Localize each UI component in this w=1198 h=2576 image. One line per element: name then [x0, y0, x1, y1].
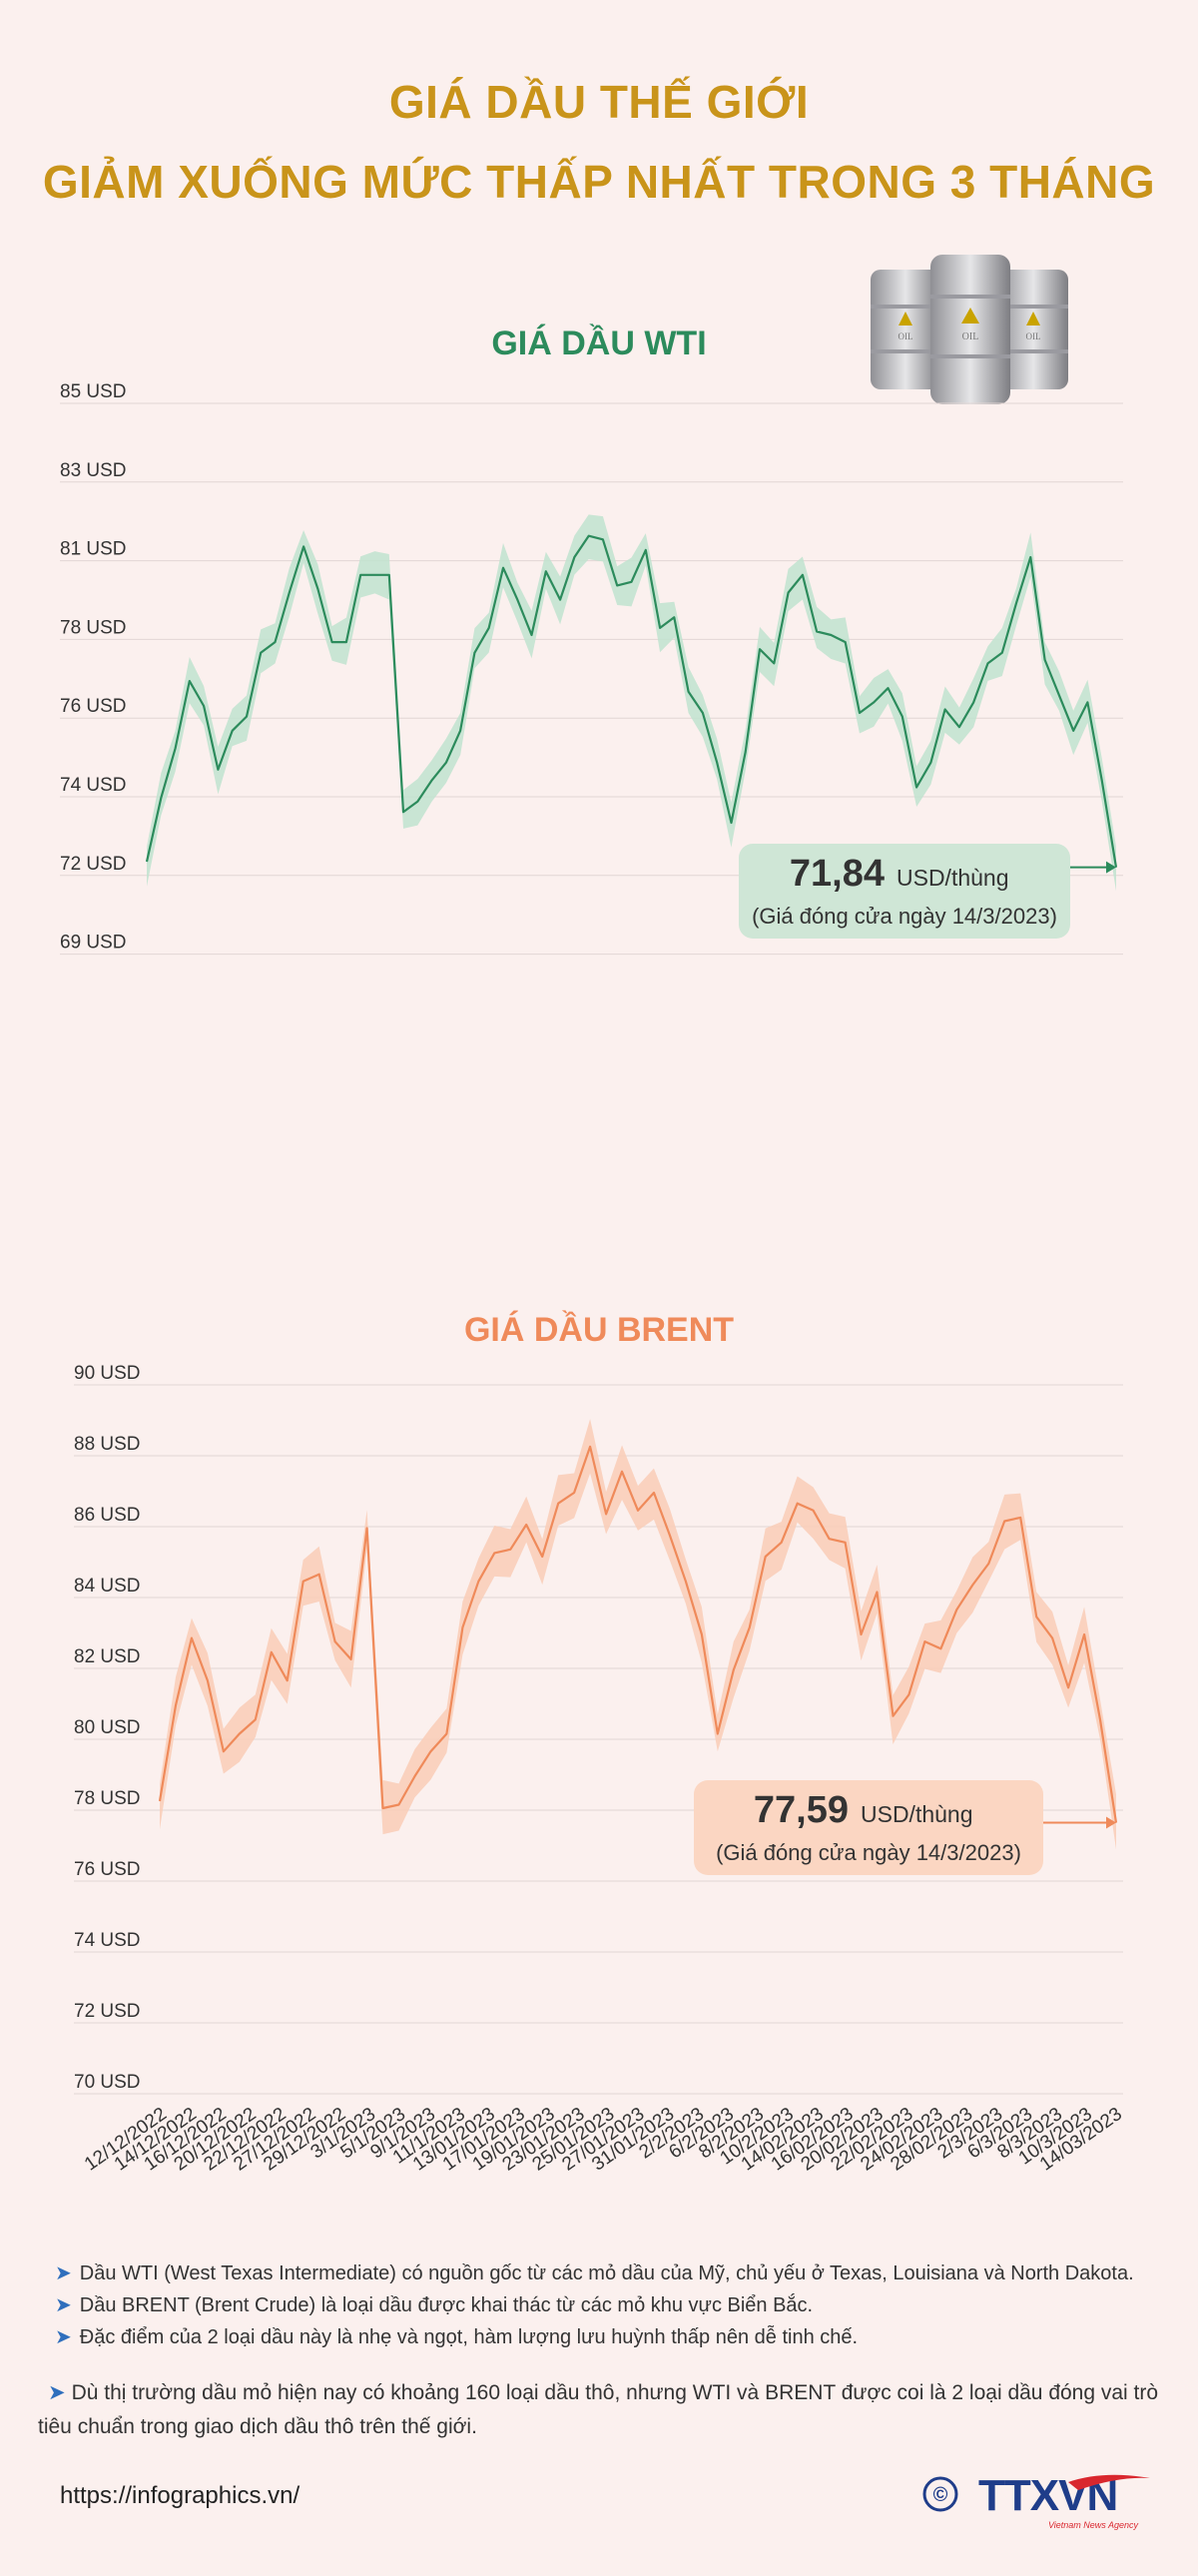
series-line: [158, 1445, 1118, 1823]
y-tick-label: 76 USD: [74, 1859, 141, 1880]
closing-price-note: (Giá đóng cửa ngày 14/3/2023): [716, 1840, 1021, 1865]
brent-chart: 90 USD 88 USD 86 USD 84 USD 82 USD 80 USD 78 U…: [74, 1363, 1126, 2176]
closing-price-unit: USD/thùng: [897, 865, 1009, 891]
closing-price-note: (Giá đóng cửa ngày 14/3/2023): [752, 904, 1057, 929]
source-link[interactable]: https://infographics.vn/: [60, 2482, 300, 2509]
arrow-icon: ➤: [48, 2381, 66, 2404]
arrow-right-icon: [1106, 861, 1116, 874]
note-item-characteristics: ➤ Đặc điểm của 2 loại dầu này là nhẹ và n…: [55, 2324, 858, 2349]
note-text: Dầu WTI (West Texas Intermediate) có ngu…: [79, 2262, 1134, 2284]
arrow-icon: ➤: [55, 2294, 72, 2316]
y-tick-label: 78 USD: [60, 617, 127, 638]
note-text: Đặc điểm của 2 loại dầu này là nhẹ và ng…: [79, 2326, 859, 2348]
ttxvn-logo: © TTXVN Vietnam News Agency: [922, 2471, 1150, 2530]
y-tick-label: 76 USD: [60, 696, 127, 717]
summary-text: Dù thị trường dầu mỏ hiện nay có khoảng …: [38, 2381, 1159, 2438]
wti-chart-title: GIÁ DẦU WTI: [491, 324, 707, 362]
barrel-center: OIL: [930, 255, 1010, 404]
brent-chart-title: GIÁ DẦU BRENT: [463, 1311, 735, 1349]
barrel-right: OIL: [998, 270, 1068, 389]
logo-subtitle: Vietnam News Agency: [1048, 2520, 1139, 2530]
closing-price-value: 71,84: [790, 853, 885, 895]
note-item-wti: ➤ Dầu WTI (West Texas Intermediate) có ng…: [55, 2260, 1134, 2285]
y-tick-label: 88 USD: [74, 1434, 141, 1455]
y-tick-label: 90 USD: [74, 1363, 141, 1384]
arrow-icon: ➤: [55, 2262, 72, 2284]
y-tick-label: 81 USD: [60, 539, 127, 560]
barrel-left: OIL: [871, 270, 940, 389]
callout-box: [739, 844, 1070, 939]
arrow-right-icon: [1106, 1816, 1116, 1829]
series-range-band: [147, 514, 1116, 892]
wti-chart: 85 USD 83 USD 81 USD 78 USD 76 USD 74 USD 72 U…: [60, 381, 1123, 956]
y-tick-label: 84 USD: [74, 1576, 141, 1597]
y-tick-label: 69 USD: [60, 933, 127, 954]
y-tick-label: 82 USD: [74, 1646, 141, 1667]
y-tick-label: 74 USD: [60, 775, 127, 796]
y-tick-label: 80 USD: [74, 1717, 141, 1738]
closing-price-value: 77,59: [754, 1789, 849, 1831]
barrel-label: OIL: [962, 331, 979, 342]
main-title-line2: GIẢM XUỐNG MỨC THẤP NHẤT TRONG 3 THÁNG: [42, 156, 1156, 208]
y-tick-label: 85 USD: [60, 381, 127, 402]
y-tick-label: 70 USD: [74, 2072, 141, 2093]
arrow-icon: ➤: [55, 2326, 72, 2348]
series-line: [145, 534, 1118, 868]
series-range-band: [160, 1419, 1116, 1850]
copyright-icon: ©: [933, 2484, 948, 2506]
y-tick-label: 86 USD: [74, 1505, 141, 1526]
main-title-line1: GIÁ DẦU THẾ GIỚI: [388, 76, 810, 128]
closing-price-unit: USD/thùng: [861, 1801, 973, 1827]
y-tick-label: 83 USD: [60, 460, 127, 481]
barrel-label: OIL: [898, 331, 913, 341]
oil-barrels-icon: OIL OIL OIL: [871, 255, 1068, 404]
y-tick-label: 74 USD: [74, 1930, 141, 1951]
note-text: Dầu BRENT (Brent Crude) là loại dầu được…: [79, 2294, 814, 2316]
y-tick-label: 78 USD: [74, 1788, 141, 1809]
summary-paragraph: ➤ Dù thị trường dầu mỏ hiện nay có khoảng…: [38, 2376, 1166, 2444]
note-item-brent: ➤ Dầu BRENT (Brent Crude) là loại dầu đượ…: [55, 2292, 813, 2317]
y-tick-label: 72 USD: [74, 2001, 141, 2022]
callout-box: [694, 1780, 1043, 1875]
closing-price-callout: 71,84 USD/thùng (Giá đóng cửa ngày 14/3/20…: [739, 844, 1116, 939]
y-tick-label: 72 USD: [60, 854, 127, 875]
closing-price-callout: 77,59 USD/thùng (Giá đóng cửa ngày 14/3/20…: [694, 1780, 1116, 1875]
barrel-label: OIL: [1026, 331, 1041, 341]
